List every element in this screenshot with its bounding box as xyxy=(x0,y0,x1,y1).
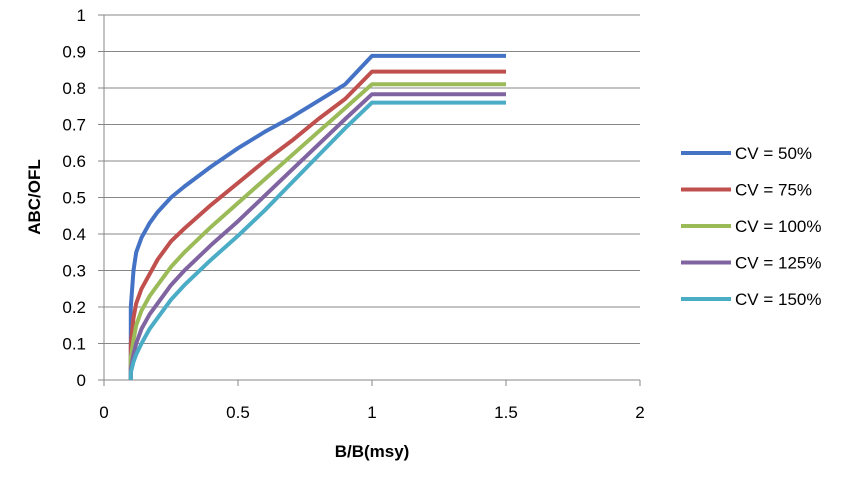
y-tick-label: 0.3 xyxy=(62,262,86,281)
y-tick-label: 0.5 xyxy=(62,189,86,208)
legend-label: CV = 125% xyxy=(735,254,821,273)
y-tick-label: 0.6 xyxy=(62,152,86,171)
series-line-4 xyxy=(128,92,506,380)
x-tick-label: 1.5 xyxy=(494,403,518,422)
y-axis-title: ABC/OFL xyxy=(25,159,44,235)
series-line-3 xyxy=(128,82,506,380)
y-tick-label: 0.2 xyxy=(62,298,86,317)
series-line-1 xyxy=(128,53,506,380)
x-tick-label: 2 xyxy=(635,403,644,422)
x-tick-label: 0 xyxy=(99,403,108,422)
series-line-2 xyxy=(128,69,506,380)
legend-label: CV = 100% xyxy=(735,217,821,236)
y-tick-label: 0.4 xyxy=(62,225,86,244)
y-tick-label: 0.1 xyxy=(62,335,86,354)
y-tick-label: 0 xyxy=(77,371,86,390)
legend-label: CV = 150% xyxy=(735,290,821,309)
legend: CV = 50% CV = 75% CV = 100% CV = 125% CV = 1… xyxy=(681,144,821,309)
y-tick-label: 0.7 xyxy=(62,116,86,135)
y-tick-label: 0.9 xyxy=(62,43,86,62)
x-tick-label: 1 xyxy=(367,403,376,422)
tick-labels: 0 0.1 0.2 0.3 0.4 0.5 0.6 0.7 0.8 0.9 1 0 0.5 1 1.5 2 xyxy=(62,6,644,422)
legend-label: CV = 75% xyxy=(735,181,812,200)
y-tick-label: 0.8 xyxy=(62,79,86,98)
x-tick-label: 0.5 xyxy=(226,403,250,422)
series-line-5 xyxy=(128,100,506,380)
x-axis-title: B/B(msy) xyxy=(335,442,410,461)
gridlines xyxy=(104,14,640,344)
y-tick-label: 1 xyxy=(77,6,86,25)
series-lines xyxy=(128,53,506,380)
legend-label: CV = 50% xyxy=(735,144,812,163)
axes xyxy=(98,14,641,386)
